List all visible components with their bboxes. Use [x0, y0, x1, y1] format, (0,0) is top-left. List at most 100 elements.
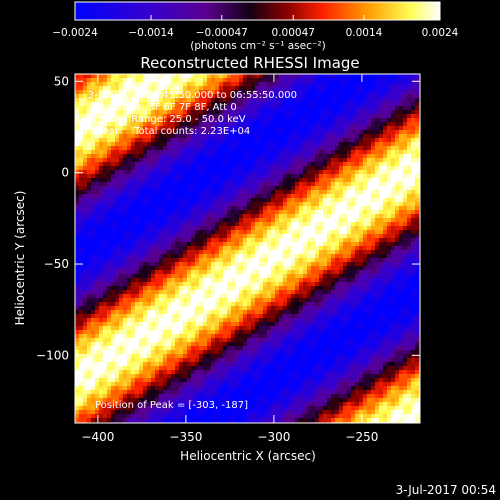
heatmap-cell	[339, 274, 344, 279]
heatmap-cell	[311, 174, 316, 179]
heatmap-cell	[247, 238, 252, 243]
heatmap-cell	[227, 194, 232, 199]
heatmap-cell	[203, 130, 208, 135]
heatmap-cell	[295, 190, 300, 195]
heatmap-cell	[127, 254, 132, 259]
heatmap-cell	[131, 90, 136, 95]
heatmap-cell	[275, 98, 280, 103]
heatmap-cell	[379, 202, 384, 207]
heatmap-cell	[159, 142, 164, 147]
heatmap-cell	[239, 134, 244, 139]
heatmap-cell	[327, 186, 332, 191]
heatmap-cell	[155, 170, 160, 175]
heatmap-cell	[111, 114, 116, 119]
heatmap-cell	[415, 110, 420, 115]
heatmap-cell	[187, 154, 192, 159]
heatmap-cell	[99, 250, 104, 255]
heatmap-cell	[259, 294, 264, 299]
heatmap-cell	[243, 130, 248, 135]
heatmap-cell	[231, 110, 236, 115]
heatmap-cell	[231, 154, 236, 159]
heatmap-cell	[315, 86, 320, 91]
heatmap-cell	[355, 290, 360, 295]
heatmap-cell	[163, 98, 168, 103]
heatmap-cell	[371, 110, 376, 115]
heatmap-cell	[95, 246, 100, 251]
heatmap-cell	[191, 290, 196, 295]
heatmap-cell	[119, 90, 124, 95]
heatmap-cell	[363, 206, 368, 211]
heatmap-cell	[315, 186, 320, 191]
heatmap-cell	[355, 178, 360, 183]
heatmap-cell	[395, 206, 400, 211]
heatmap-cell	[199, 82, 204, 87]
heatmap-cell	[207, 106, 212, 111]
heatmap-cell	[195, 262, 200, 267]
heatmap-cell	[207, 174, 212, 179]
heatmap-cell	[235, 290, 240, 295]
heatmap-cell	[299, 254, 304, 259]
heatmap-cell	[355, 102, 360, 107]
heatmap-cell	[391, 142, 396, 147]
heatmap-cell	[243, 74, 248, 79]
heatmap-cell	[131, 286, 136, 291]
heatmap-cell	[231, 242, 236, 247]
heatmap-cell	[355, 186, 360, 191]
heatmap-cell	[403, 222, 408, 227]
heatmap-cell	[399, 138, 404, 143]
heatmap-cell	[279, 178, 284, 183]
heatmap-cell	[283, 174, 288, 179]
heatmap-cell	[335, 130, 340, 135]
heatmap-cell	[371, 94, 376, 99]
heatmap-cell	[347, 126, 352, 131]
heatmap-cell	[287, 162, 292, 167]
heatmap-cell	[91, 106, 96, 111]
heatmap-cell	[295, 298, 300, 303]
heatmap-cell	[335, 154, 340, 159]
heatmap-cell	[87, 246, 92, 251]
heatmap-cell	[203, 86, 208, 91]
heatmap-cell	[255, 226, 260, 231]
heatmap-cell	[147, 246, 152, 251]
heatmap-cell	[411, 78, 416, 83]
heatmap-cell	[151, 138, 156, 143]
heatmap-cell	[267, 222, 272, 227]
heatmap-cell	[267, 242, 272, 247]
heatmap-cell	[91, 206, 96, 211]
heatmap-cell	[291, 134, 296, 139]
heatmap-cell	[319, 250, 324, 255]
heatmap-cell	[83, 142, 88, 147]
heatmap-cell	[399, 190, 404, 195]
heatmap-cell	[379, 234, 384, 239]
heatmap-cell	[127, 126, 132, 131]
heatmap-cell	[351, 190, 356, 195]
heatmap-cell	[319, 122, 324, 127]
heatmap-cell	[103, 110, 108, 115]
heatmap-cell	[143, 146, 148, 151]
heatmap-cell	[163, 226, 168, 231]
heatmap-cell	[195, 254, 200, 259]
heatmap-cell	[83, 186, 88, 191]
heatmap-cell	[263, 150, 268, 155]
heatmap-cell	[315, 250, 320, 255]
heatmap-cell	[411, 190, 416, 195]
heatmap-cell	[339, 78, 344, 83]
heatmap-cell	[403, 170, 408, 175]
heatmap-cell	[131, 146, 136, 151]
heatmap-cell	[351, 222, 356, 227]
heatmap-cell	[307, 122, 312, 127]
heatmap-cell	[283, 86, 288, 91]
heatmap-cell	[139, 274, 144, 279]
heatmap-cell	[283, 122, 288, 127]
heatmap-cell	[271, 138, 276, 143]
heatmap-cell	[99, 122, 104, 127]
heatmap-cell	[195, 258, 200, 263]
heatmap-cell	[259, 186, 264, 191]
heatmap-cell	[179, 198, 184, 203]
heatmap-cell	[115, 118, 120, 123]
heatmap-cell	[115, 162, 120, 167]
heatmap-cell	[235, 250, 240, 255]
heatmap-cell	[87, 190, 92, 195]
heatmap-cell	[87, 166, 92, 171]
heatmap-cell	[107, 142, 112, 147]
